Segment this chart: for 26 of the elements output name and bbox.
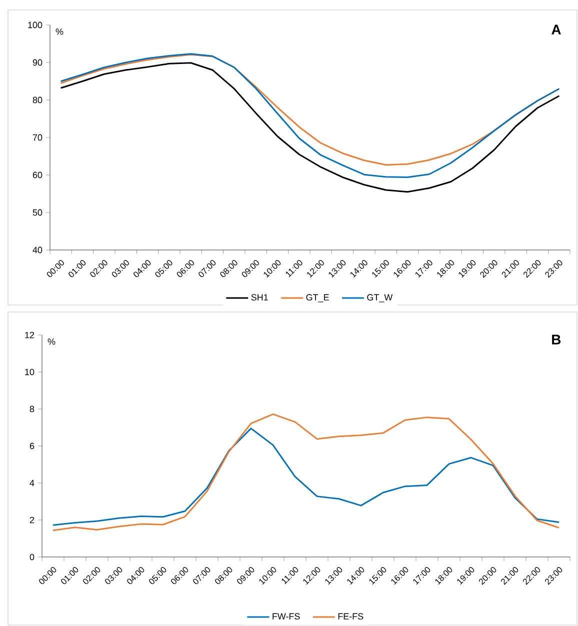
- y-tick-label: 0: [30, 554, 34, 560]
- y-tick-label: 4: [30, 480, 34, 486]
- line-series: [52, 428, 560, 526]
- legend-label: GT_E: [306, 294, 329, 302]
- legend-label: GT_W: [367, 294, 393, 302]
- chart-title: A: [552, 24, 561, 34]
- line-series: [60, 62, 560, 193]
- chart-title: B: [552, 334, 561, 344]
- y-tick-label: 40: [32, 246, 42, 254]
- legend-label: SH1: [251, 294, 268, 301]
- y-axis-title: %: [48, 338, 56, 345]
- y-axis-title: %: [56, 28, 64, 35]
- legend-label: FE-FS: [338, 613, 364, 620]
- line-series: [52, 413, 560, 532]
- y-tick-label: 12: [25, 332, 34, 338]
- y-tick-label: 70: [32, 134, 42, 141]
- legend-label: FW-FS: [272, 613, 300, 620]
- y-tick-label: 10: [25, 368, 34, 376]
- y-tick-label: 90: [32, 59, 42, 66]
- y-tick-label: 8: [30, 406, 34, 412]
- y-tick-label: 6: [30, 442, 34, 450]
- y-tick-label: 50: [32, 209, 42, 216]
- y-tick-label: 80: [32, 96, 42, 104]
- y-tick-label: 60: [32, 172, 42, 178]
- y-tick-label: 100: [28, 22, 42, 28]
- y-tick-label: 2: [30, 516, 34, 524]
